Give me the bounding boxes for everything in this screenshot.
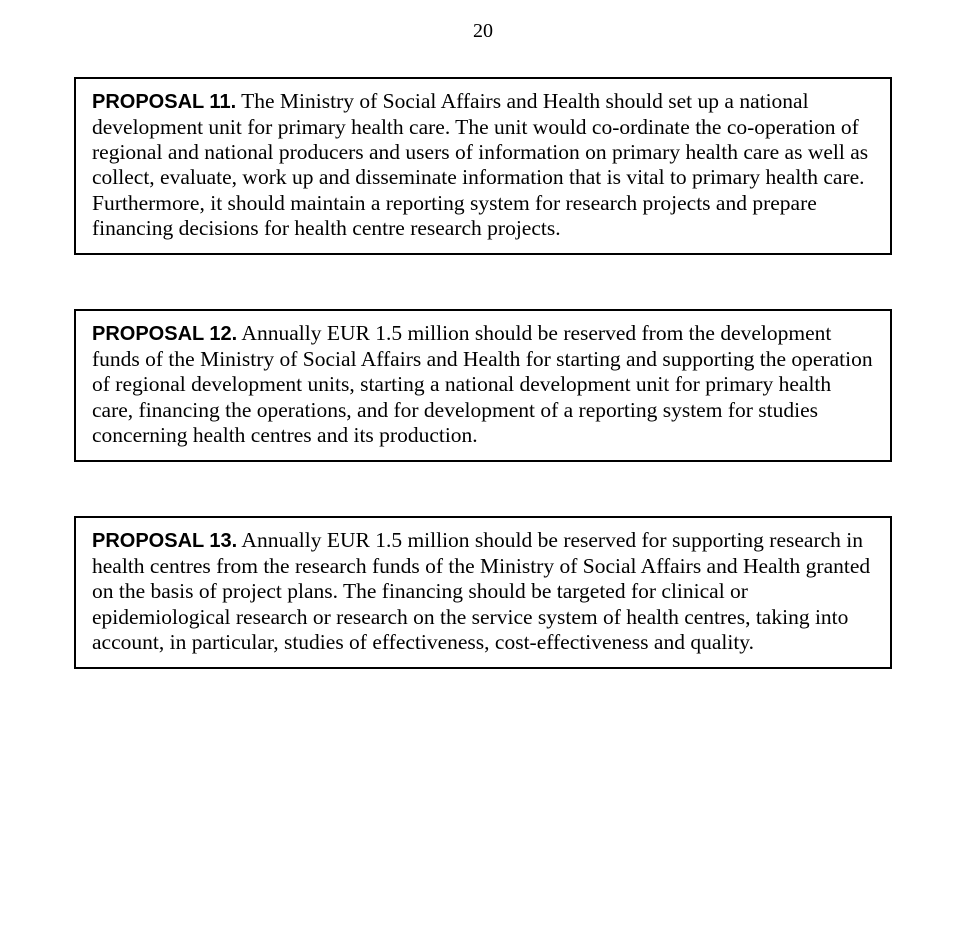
page-number: 20	[74, 20, 892, 43]
proposal-box-11: PROPOSAL 11. The Ministry of Social Affa…	[74, 77, 892, 255]
proposal-label: PROPOSAL 13.	[92, 530, 237, 552]
proposal-box-12: PROPOSAL 12. Annually EUR 1.5 million sh…	[74, 309, 892, 462]
proposal-label: PROPOSAL 12.	[92, 323, 237, 345]
document-page: 20 PROPOSAL 11. The Ministry of Social A…	[0, 0, 960, 709]
proposal-label: PROPOSAL 11.	[92, 91, 236, 113]
proposal-box-13: PROPOSAL 13. Annually EUR 1.5 million sh…	[74, 516, 892, 669]
